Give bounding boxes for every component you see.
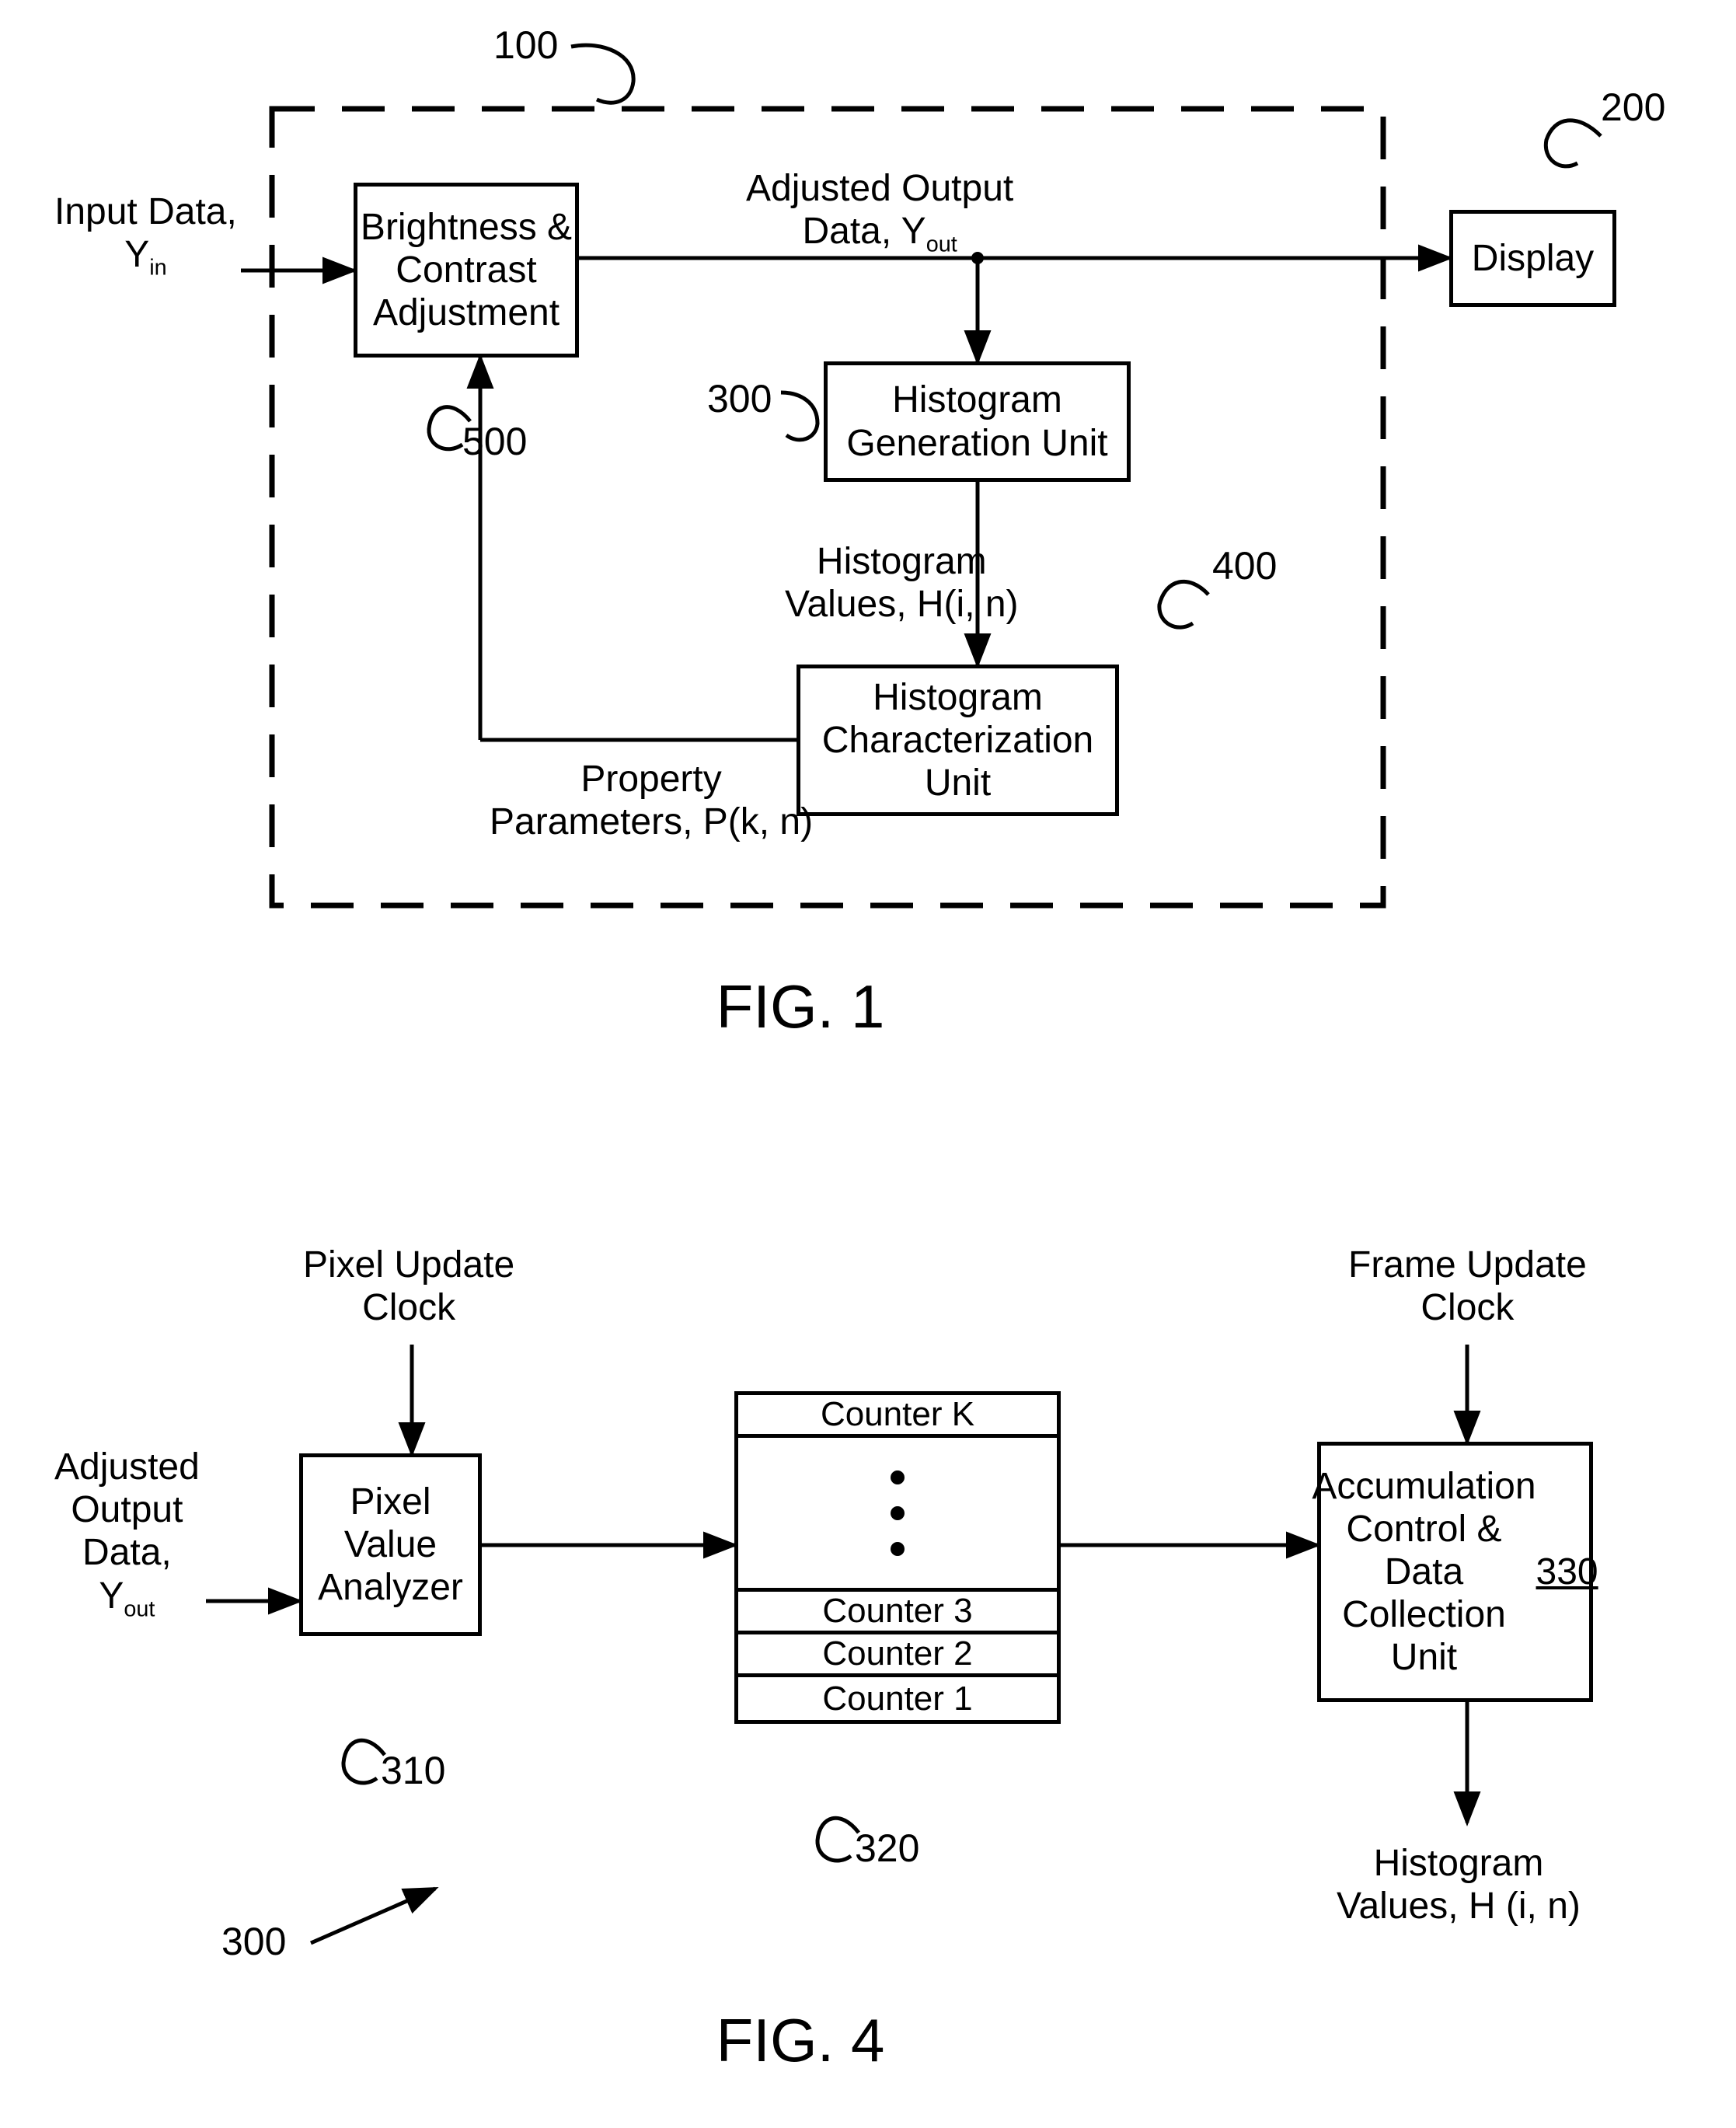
label-frame-update-clock: Frame UpdateClock xyxy=(1348,1244,1587,1329)
ref-320: 320 xyxy=(855,1826,919,1872)
ref-500: 500 xyxy=(462,420,527,465)
ref-330: 330 xyxy=(1536,1551,1598,1593)
figure-1-title: FIG. 1 xyxy=(645,972,956,1042)
ref-400: 400 xyxy=(1212,544,1277,589)
label-histogram-values-fig4: HistogramValues, H (i, n) xyxy=(1337,1842,1581,1927)
ref-300-fig1: 300 xyxy=(707,377,772,422)
figure-4-title: FIG. 4 xyxy=(645,2005,956,2076)
label-property-parameters: PropertyParameters, P(k, n) xyxy=(490,758,813,843)
box-display: Display xyxy=(1449,210,1616,307)
counter-row: Counter 1 xyxy=(738,1677,1057,1720)
box-brightness-contrast: Brightness & Contrast Adjustment xyxy=(354,183,579,358)
counter-row: Counter 3 xyxy=(738,1592,1057,1634)
dot-icon xyxy=(891,1470,905,1484)
label-input-data: Input Data,Yin xyxy=(54,190,237,281)
box-pixel-value-analyzer: Pixel Value Analyzer xyxy=(299,1453,482,1636)
label-adjusted-output: Adjusted OutputData, Yout xyxy=(746,167,1013,258)
counter-ellipsis xyxy=(738,1438,1057,1592)
box-accumulation-unit: AccumulationControl & DataCollection Uni… xyxy=(1317,1442,1593,1702)
label-pixel-update-clock: Pixel UpdateClock xyxy=(303,1244,514,1329)
dot-icon xyxy=(891,1506,905,1520)
ref-300-fig4: 300 xyxy=(221,1920,286,1965)
ref-310: 310 xyxy=(381,1749,445,1794)
label-histogram-values: HistogramValues, H(i, n) xyxy=(785,540,1019,626)
dot-icon xyxy=(891,1542,905,1556)
counter-row: Counter 2 xyxy=(738,1634,1057,1677)
counter-row: Counter K xyxy=(738,1395,1057,1438)
box-histogram-generation: Histogram Generation Unit xyxy=(824,361,1131,482)
label-adjusted-output-fig4: AdjustedOutputData,Yout xyxy=(54,1446,200,1622)
box-histogram-characterization: Histogram Characterization Unit xyxy=(797,665,1119,816)
counter-stack: Counter K Counter 3Counter 2Counter 1 xyxy=(734,1391,1061,1724)
ref-100: 100 xyxy=(493,23,558,68)
ref-200: 200 xyxy=(1601,85,1665,131)
